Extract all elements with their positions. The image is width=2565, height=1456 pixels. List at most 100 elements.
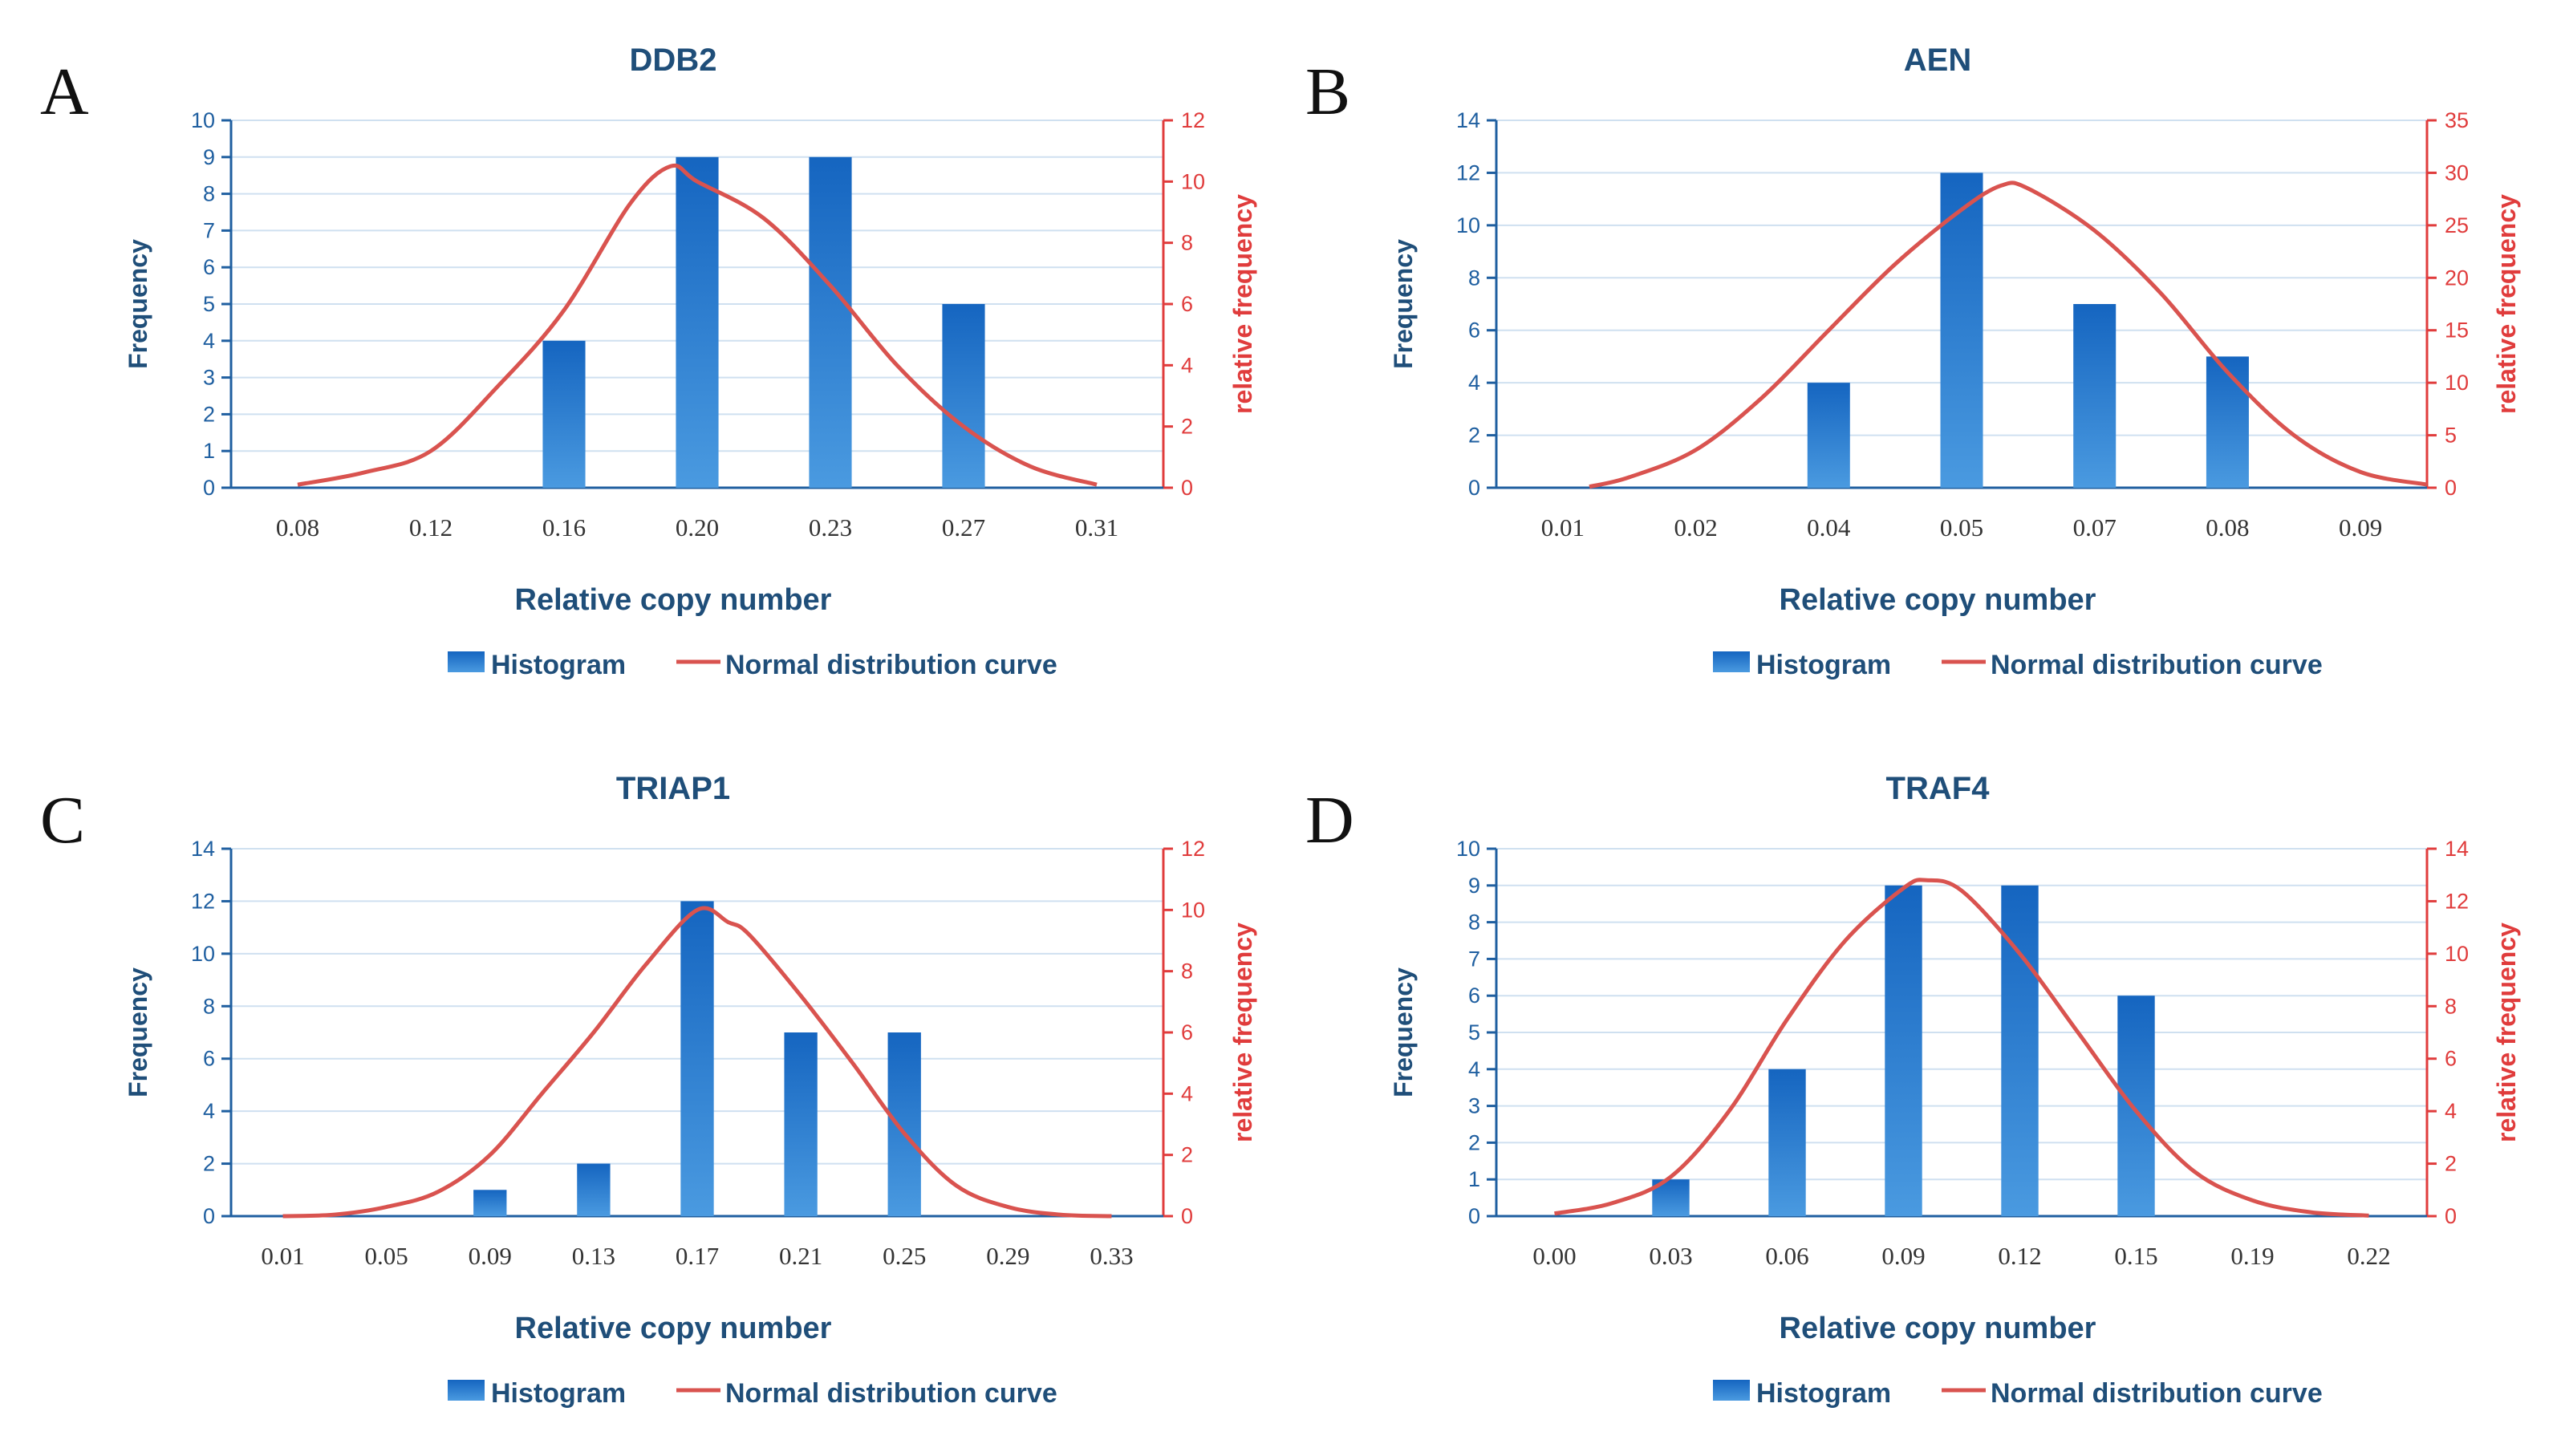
x-axis-label: Relative copy number <box>1780 583 2096 617</box>
y2-axis-label: relative frequency <box>1228 923 1257 1142</box>
y-axis-label: Frequency <box>124 239 152 369</box>
left-tick-label: 6 <box>203 1047 215 1071</box>
legend-label-curve: Normal distribution curve <box>725 650 1057 680</box>
x-axis-label: Relative copy number <box>1780 1312 2096 1345</box>
x-tick-label: 0.00 <box>1532 1242 1576 1270</box>
right-tick-label: 0 <box>2445 1204 2457 1228</box>
histogram-bar <box>942 304 985 488</box>
left-tick-label: 1 <box>1468 1167 1480 1191</box>
left-tick-label: 4 <box>1468 1057 1480 1081</box>
x-tick-label: 0.01 <box>261 1242 304 1270</box>
right-tick-label: 2 <box>2445 1152 2457 1176</box>
x-tick-label: 0.15 <box>2114 1242 2157 1270</box>
right-tick-label: 0 <box>1181 1204 1193 1228</box>
normal-distribution-curve <box>1554 878 2369 1218</box>
left-tick-label: 4 <box>203 1099 215 1123</box>
normal-distribution-curve <box>282 906 1112 1219</box>
left-tick-label: 10 <box>191 108 215 132</box>
panel-letter: C <box>40 783 85 858</box>
x-tick-label: 0.05 <box>1940 513 1983 541</box>
left-tick-label: 12 <box>191 889 215 913</box>
left-tick-label: 8 <box>1468 266 1480 290</box>
right-tick-label: 15 <box>2445 318 2469 343</box>
right-tick-label: 20 <box>2445 266 2469 290</box>
left-tick-label: 2 <box>1468 424 1480 448</box>
right-tick-label: 0 <box>1181 476 1193 500</box>
left-tick-label: 8 <box>203 994 215 1018</box>
chart-panel-c: C TRIAP1 0 2 4 6 8 10 12 14 0 2 4 6 8 10 12 0.01 0.05 0.09 0… <box>40 771 1257 1409</box>
legend-swatch-histogram <box>448 651 485 672</box>
left-tick-label: 5 <box>203 292 215 316</box>
histogram-bar <box>1885 885 1922 1216</box>
right-tick-label: 25 <box>2445 213 2469 237</box>
x-tick-label: 0.08 <box>276 513 319 541</box>
left-tick-label: 10 <box>191 942 215 966</box>
x-tick-label: 0.17 <box>676 1242 719 1270</box>
right-tick-label: 8 <box>1181 959 1193 984</box>
left-tick-label: 9 <box>203 145 215 169</box>
x-tick-label: 0.04 <box>1807 513 1851 541</box>
left-tick-label: 3 <box>1468 1094 1480 1118</box>
x-tick-label: 0.01 <box>1541 513 1585 541</box>
legend-label-curve: Normal distribution curve <box>725 1378 1057 1409</box>
legend-swatch-histogram <box>1713 651 1750 672</box>
left-tick-label: 12 <box>1456 160 1480 185</box>
left-tick-label: 0 <box>203 476 215 500</box>
panel-letter: D <box>1305 783 1354 858</box>
x-tick-label: 0.16 <box>542 513 586 541</box>
x-tick-label: 0.23 <box>809 513 852 541</box>
x-tick-label: 0.05 <box>365 1242 408 1270</box>
left-tick-label: 10 <box>1456 837 1480 861</box>
legend-label-histogram: Histogram <box>491 1378 626 1409</box>
x-axis-label: Relative copy number <box>515 583 832 617</box>
histogram-bar <box>2073 304 2117 488</box>
left-tick-label: 1 <box>203 439 215 463</box>
panel-letter: A <box>40 55 89 129</box>
x-tick-label: 0.22 <box>2347 1242 2390 1270</box>
chart-title: TRIAP1 <box>616 771 730 806</box>
right-tick-label: 0 <box>2445 476 2457 500</box>
chart-title: TRAF4 <box>1886 771 1991 806</box>
histogram-bar <box>473 1190 507 1216</box>
legend-label-curve: Normal distribution curve <box>1991 650 2323 680</box>
x-tick-label: 0.25 <box>883 1242 926 1270</box>
left-tick-label: 2 <box>1468 1130 1480 1154</box>
histogram-bar <box>784 1032 818 1216</box>
chart-title: AEN <box>1904 43 1971 78</box>
x-tick-label: 0.27 <box>942 513 985 541</box>
y2-axis-label: relative frequency <box>2492 923 2521 1142</box>
left-tick-label: 0 <box>203 1204 215 1228</box>
right-tick-label: 6 <box>1181 1020 1193 1044</box>
x-tick-label: 0.12 <box>409 513 453 541</box>
left-tick-label: 7 <box>203 218 215 242</box>
legend-swatch-histogram <box>1713 1380 1750 1401</box>
left-tick-label: 14 <box>1456 108 1480 132</box>
right-tick-label: 4 <box>2445 1099 2457 1123</box>
left-tick-label: 4 <box>1468 371 1480 395</box>
y-axis-label: Frequency <box>1389 967 1418 1097</box>
x-tick-label: 0.21 <box>779 1242 822 1270</box>
histogram-bar <box>2117 996 2155 1216</box>
chart-title: DDB2 <box>630 43 717 78</box>
x-tick-label: 0.20 <box>676 513 719 541</box>
left-tick-label: 9 <box>1468 874 1480 898</box>
right-tick-label: 10 <box>1181 169 1205 193</box>
right-tick-label: 10 <box>2445 371 2469 395</box>
right-tick-label: 2 <box>1181 1143 1193 1167</box>
right-tick-label: 4 <box>1181 353 1193 377</box>
x-tick-label: 0.09 <box>2339 513 2382 541</box>
left-tick-label: 8 <box>203 182 215 206</box>
right-tick-label: 12 <box>2445 889 2469 913</box>
right-tick-label: 6 <box>2445 1047 2457 1071</box>
left-tick-label: 4 <box>203 329 215 353</box>
left-tick-label: 6 <box>1468 318 1480 343</box>
legend-label-histogram: Histogram <box>491 650 626 680</box>
x-tick-label: 0.08 <box>2206 513 2249 541</box>
right-tick-label: 35 <box>2445 108 2469 132</box>
x-tick-label: 0.06 <box>1765 1242 1808 1270</box>
right-tick-label: 8 <box>1181 231 1193 255</box>
x-tick-label: 0.02 <box>1674 513 1717 541</box>
right-tick-label: 4 <box>1181 1081 1193 1105</box>
